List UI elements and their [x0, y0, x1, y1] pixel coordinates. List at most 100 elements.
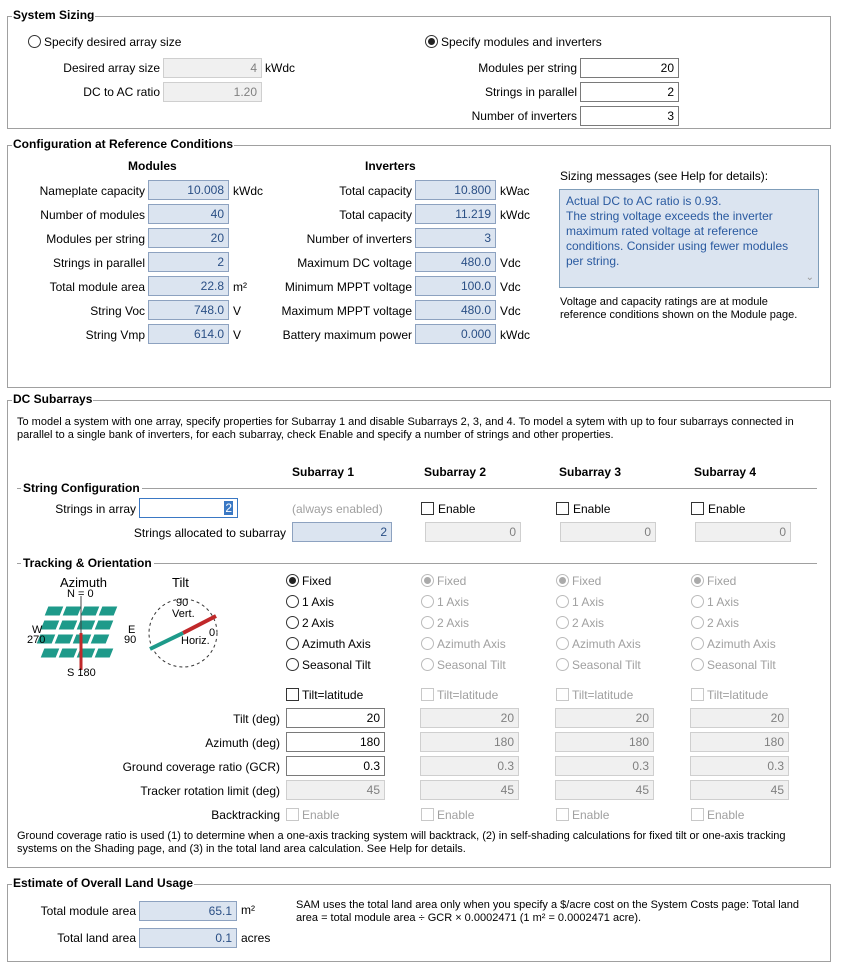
radio-specify-array-size-label: Specify desired array size — [44, 35, 182, 49]
subarray-header: Subarray 3 — [559, 465, 622, 479]
tracking-orientation-divider — [17, 563, 817, 564]
configuration-title: Configuration at Reference Conditions — [12, 137, 235, 151]
scroll-down-icon[interactable]: ⌄ — [805, 272, 814, 283]
tracking-radio — [556, 595, 569, 608]
strings-in-array-input[interactable]: 2 — [139, 498, 238, 518]
total-module-area-label: Total module area — [40, 904, 136, 918]
subarray-enable-checkbox[interactable] — [691, 502, 704, 515]
tracking-radio[interactable] — [286, 574, 299, 587]
gcr-label: Ground coverage ratio (GCR) — [122, 760, 280, 774]
total-land-area-label: Total land area — [57, 931, 136, 945]
tilt-dial-vert: Vert. — [172, 608, 195, 620]
module-row-label: Strings in parallel — [52, 256, 145, 270]
backtracking-enable-label: Enable — [572, 808, 610, 822]
backtracking-enable-label: Enable — [437, 808, 475, 822]
number-of-inverters-input[interactable]: 3 — [580, 106, 679, 126]
tracking-radio[interactable] — [286, 595, 299, 608]
always-enabled-text: (always enabled) — [292, 502, 383, 516]
module-row-value: 20 — [148, 228, 229, 248]
strings-in-parallel-label: Strings in parallel — [484, 85, 577, 99]
land-usage-group: Estimate of Overall Land Usage — [7, 876, 831, 962]
module-row-label: Modules per string — [46, 232, 145, 246]
tilt-latitude-checkbox[interactable] — [286, 688, 299, 701]
tracking-radio-label: 1 Axis — [302, 595, 335, 609]
rotation-limit-input: 45 — [690, 780, 789, 800]
tracking-radio-label: 2 Axis — [437, 616, 470, 630]
desired-array-size-field[interactable]: 4 — [163, 58, 262, 78]
dc-ac-ratio-field[interactable]: 1.20 — [163, 82, 262, 102]
module-row-unit: V — [233, 304, 242, 318]
tracking-radio-label: Fixed — [572, 574, 602, 588]
azimuth-title: Azimuth — [60, 575, 107, 590]
compass-west-label: W — [32, 624, 43, 636]
inverter-row-value: 0.000 — [415, 324, 496, 344]
desired-array-size-label: Desired array size — [63, 61, 160, 75]
strings-allocated-field: 0 — [695, 522, 791, 542]
sizing-messages-text: Actual DC to AC ratio is 0.93. The strin… — [566, 194, 789, 268]
sizing-messages-box: Actual DC to AC ratio is 0.93. The strin… — [559, 189, 819, 288]
rotation-limit-input: 45 — [555, 780, 654, 800]
tilt-dial-horiz: Horiz. — [181, 635, 210, 647]
number-of-inverters-label: Number of inverters — [471, 109, 577, 123]
tracking-radio-label: 1 Axis — [437, 595, 470, 609]
modules-per-string-input[interactable]: 20 — [580, 58, 679, 78]
strings-allocated-label: Strings allocated to subarray — [133, 526, 286, 540]
radio-specify-array-size[interactable] — [28, 35, 41, 48]
radio-specify-modules-inverters[interactable] — [425, 35, 438, 48]
tilt-input: 20 — [555, 708, 654, 728]
inverter-row-value: 10.800 — [415, 180, 496, 200]
strings-allocated-field: 0 — [425, 522, 521, 542]
modules-per-string-label: Modules per string — [478, 61, 577, 75]
inverter-row-label: Maximum DC voltage — [297, 256, 412, 270]
total-module-area-field: 65.1 — [139, 901, 237, 921]
compass-west-value: 270 — [27, 634, 46, 646]
inverter-row-label: Total capacity — [339, 184, 412, 198]
inverters-header: Inverters — [365, 159, 416, 173]
tilt-dial-icon — [148, 598, 218, 668]
tracking-radio — [691, 574, 704, 587]
tilt-dial-90: 90 — [176, 597, 189, 609]
module-row-unit: m² — [233, 280, 247, 294]
tracking-radio — [556, 637, 569, 650]
tracking-radio-label: Seasonal Tilt — [572, 658, 641, 672]
subarray-enable-checkbox[interactable] — [421, 502, 434, 515]
dc-ac-ratio-label: DC to AC ratio — [83, 85, 160, 99]
subarray-enable-checkbox[interactable] — [556, 502, 569, 515]
total-land-area-field: 0.1 — [139, 928, 237, 948]
azimuth-input[interactable]: 180 — [286, 732, 385, 752]
tracking-radio — [421, 595, 434, 608]
strings-in-parallel-input[interactable]: 2 — [580, 82, 679, 102]
tracking-radio — [691, 658, 704, 671]
tracking-orientation-title: Tracking & Orientation — [21, 556, 154, 570]
module-row-label: String Voc — [90, 304, 145, 318]
subarray-header: Subarray 1 — [292, 465, 355, 479]
azimuth-compass-icon — [35, 596, 119, 670]
subarray-enable-label: Enable — [708, 502, 746, 516]
inverter-row-value: 100.0 — [415, 276, 496, 296]
compass-east-value: 90 — [124, 634, 137, 646]
gcr-input: 0.3 — [690, 756, 789, 776]
inverter-row-label: Number of inverters — [306, 232, 412, 246]
tilt-input: 20 — [690, 708, 789, 728]
gcr-input[interactable]: 0.3 — [286, 756, 385, 776]
tilt-input[interactable]: 20 — [286, 708, 385, 728]
tracking-radio — [691, 616, 704, 629]
tracking-radio-label: 2 Axis — [302, 616, 335, 630]
azimuth-deg-label: Azimuth (deg) — [205, 736, 280, 750]
tilt-latitude-checkbox — [421, 688, 434, 701]
tracking-radio[interactable] — [286, 637, 299, 650]
tilt-latitude-checkbox — [556, 688, 569, 701]
dc-subarrays-title: DC Subarrays — [12, 392, 94, 406]
tilt-latitude-label: Tilt=latitude — [437, 688, 499, 702]
inverter-row-label: Maximum MPPT voltage — [281, 304, 412, 318]
rotation-limit-input[interactable]: 45 — [286, 780, 385, 800]
system-sizing-group: System Sizing — [7, 8, 831, 129]
module-row-value: 40 — [148, 204, 229, 224]
tracking-radio[interactable] — [286, 616, 299, 629]
total-module-area-unit: m² — [241, 903, 255, 917]
ratings-note: Voltage and capacity ratings are at modu… — [560, 296, 798, 321]
tilt-input: 20 — [420, 708, 519, 728]
tracking-radio — [421, 637, 434, 650]
module-row-label: Total module area — [49, 280, 145, 294]
tracking-radio[interactable] — [286, 658, 299, 671]
